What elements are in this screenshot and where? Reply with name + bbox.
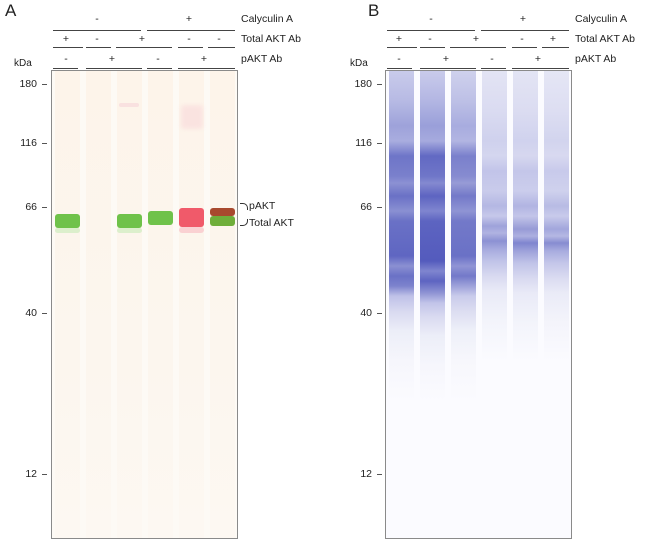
- pakt-sign: +: [200, 53, 208, 65]
- total-akt-sign: +: [395, 33, 403, 45]
- mw-40-a: 40: [25, 307, 37, 319]
- pakt-sign: +: [442, 53, 450, 65]
- calyculin-plus-a: +: [185, 13, 193, 25]
- lane-b4: [482, 71, 507, 538]
- calyculin-plus-b: +: [519, 13, 527, 25]
- band-pakt-lane6: [210, 208, 235, 216]
- panel-a-letter: A: [5, 1, 17, 20]
- band-total-akt-lane3: [117, 214, 142, 228]
- pakt-sign: -: [64, 53, 68, 65]
- total-akt-sign: -: [428, 33, 432, 45]
- total-akt-sign: +: [62, 33, 70, 45]
- total-akt-sign: -: [95, 33, 99, 45]
- lane-b6: [544, 71, 569, 538]
- total-akt-sign: -: [217, 33, 221, 45]
- kda-label-b: kDa: [350, 58, 368, 69]
- total-akt-sign: -: [187, 33, 191, 45]
- mw-116-b: 116: [355, 137, 372, 149]
- calyculin-label-b: Calyculin A: [575, 13, 627, 25]
- panel-b-letter: B: [368, 1, 380, 20]
- lane-b5: [513, 71, 538, 538]
- mw-180-b: 180: [354, 78, 372, 90]
- kda-label-a: kDa: [14, 58, 32, 69]
- total-akt-sign: +: [549, 33, 557, 45]
- pakt-sign: +: [108, 53, 116, 65]
- calyculin-minus-b: -: [429, 13, 433, 25]
- pakt-band-label: pAKT: [249, 200, 276, 212]
- pakt-label-a: pAKT Ab: [241, 53, 283, 65]
- mw-66-b: 66: [360, 201, 372, 213]
- mw-180-a: 180: [19, 78, 37, 90]
- calyculin-label-a: Calyculin A: [241, 13, 293, 25]
- pakt-sign: -: [490, 53, 494, 65]
- mw-12-a: 12: [25, 468, 37, 480]
- band-pakt-lane5: [179, 208, 204, 227]
- total-akt-sign: -: [520, 33, 524, 45]
- calyculin-minus-a: -: [95, 13, 99, 25]
- mw-40-b: 40: [360, 307, 372, 319]
- lane-b2: [420, 71, 445, 538]
- pakt-sign: -: [156, 53, 160, 65]
- blot-a: [51, 70, 238, 539]
- mw-66-a: 66: [25, 201, 37, 213]
- total-akt-label-a: Total AKT Ab: [241, 33, 301, 45]
- total-akt-label-b: Total AKT Ab: [575, 33, 635, 45]
- lane-b1: [389, 71, 414, 538]
- pakt-sign: -: [397, 53, 401, 65]
- total-akt-band-label: Total AKT: [249, 217, 294, 229]
- pakt-sign: +: [534, 53, 542, 65]
- total-akt-sign: +: [138, 33, 146, 45]
- mw-116-a: 116: [20, 137, 37, 149]
- total-akt-sign: +: [472, 33, 480, 45]
- band-total-akt-lane6: [210, 216, 235, 226]
- band-total-akt-lane1: [55, 214, 80, 228]
- blot-b: [385, 70, 572, 539]
- pakt-label-b: pAKT Ab: [575, 53, 617, 65]
- band-total-akt-lane4: [148, 211, 173, 225]
- mw-12-b: 12: [360, 468, 372, 480]
- lane-b3: [451, 71, 476, 538]
